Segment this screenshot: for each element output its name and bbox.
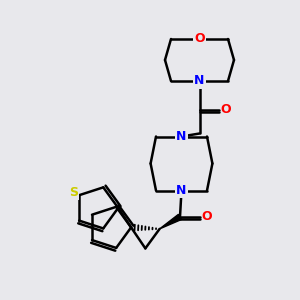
Text: N: N: [194, 74, 205, 88]
Text: O: O: [220, 103, 231, 116]
Polygon shape: [160, 214, 182, 229]
Text: N: N: [176, 184, 187, 197]
Text: O: O: [202, 210, 212, 224]
Text: S: S: [69, 186, 78, 199]
Text: O: O: [194, 32, 205, 46]
Text: N: N: [176, 130, 187, 143]
